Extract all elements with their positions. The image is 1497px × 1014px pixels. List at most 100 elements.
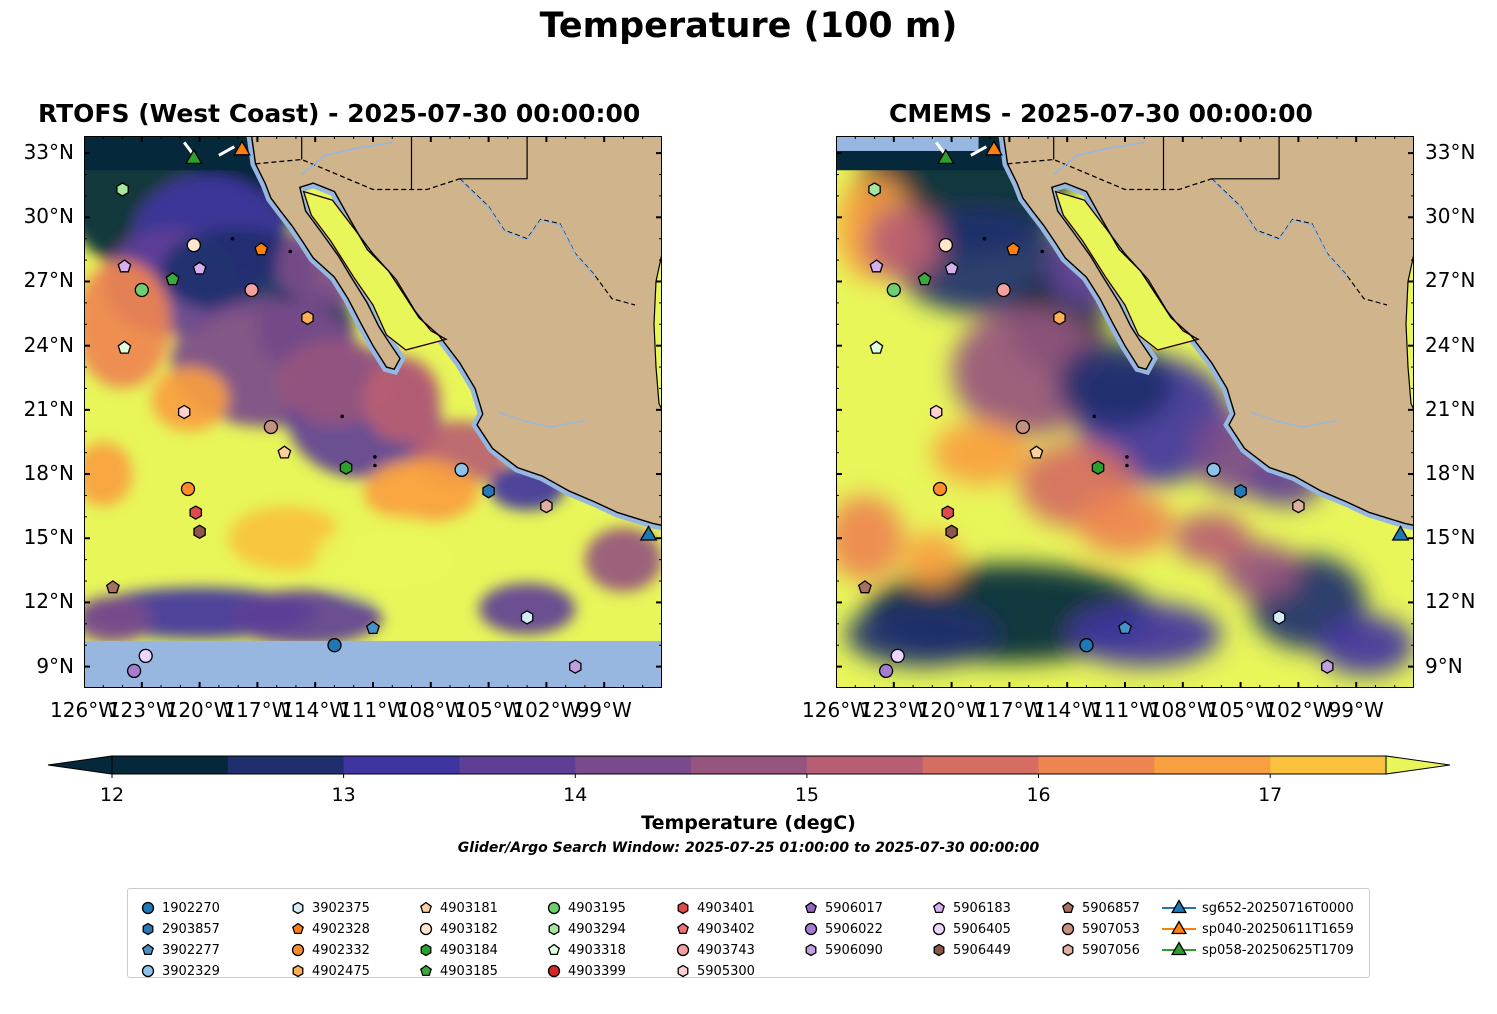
figure-title: Temperature (100 m): [539, 6, 958, 46]
temperature-contour: [845, 602, 1000, 667]
legend-item: 5906449: [931, 941, 1011, 959]
temperature-contour: [84, 260, 171, 389]
float-5906449: [193, 524, 206, 540]
glider-sp058-20250625T1709: [184, 148, 203, 165]
island: [373, 455, 377, 459]
float-4902475: [301, 310, 314, 326]
lat-label-left: 30°N: [23, 204, 74, 229]
map-panel-cmems: [836, 136, 1414, 688]
pentagon-icon: [420, 964, 432, 977]
float-5907053: [263, 419, 279, 435]
lat-label-left: 9°N: [36, 653, 74, 678]
float-marker-icon: [677, 922, 689, 935]
legend-item: 4903182: [418, 920, 498, 938]
colorbar-segment: [112, 756, 229, 774]
legend-label: 4903184: [440, 942, 498, 958]
legend-label: 5906405: [953, 921, 1011, 937]
island: [982, 236, 987, 241]
legend-item: 4903399: [546, 962, 626, 980]
lat-label-left: 21°N: [23, 396, 74, 421]
circle-icon: [141, 901, 155, 915]
legend-item: 5906090: [803, 941, 883, 959]
float-5906405: [890, 648, 905, 664]
colorbar-segment: [575, 756, 692, 774]
float-4903184: [339, 460, 353, 475]
legend-item: sp058-20250625T1709: [1162, 941, 1354, 959]
float-4903294: [116, 182, 129, 197]
gulf-coastline: [1054, 190, 1200, 351]
lat-label-right: 21°N: [1425, 396, 1476, 421]
float-5906857: [105, 580, 120, 594]
island: [1040, 249, 1044, 254]
hexagon-icon: [677, 964, 689, 978]
circle-icon: [141, 964, 155, 978]
legend-label: 1902270: [162, 900, 220, 916]
pentagon-icon: [1062, 901, 1074, 914]
legend-label: sp058-20250625T1709: [1202, 942, 1354, 958]
glider-marker-icon: [1162, 899, 1196, 914]
island: [340, 414, 345, 419]
lat-label-left: 18°N: [23, 461, 74, 486]
temperature-contour: [903, 531, 962, 588]
float-marker-icon: [805, 901, 817, 914]
lon-label-cmems: 108°W: [1148, 698, 1217, 722]
float-5906022: [126, 663, 142, 679]
us-mexico-border: [1007, 158, 1212, 191]
lat-label-left: 33°N: [23, 140, 74, 165]
legend-item: sp040-20250611T1659: [1162, 920, 1354, 938]
lon-label-cmems: 105°W: [1206, 698, 1275, 722]
float-3902329: [1206, 462, 1221, 477]
legend-label: 5906022: [825, 921, 883, 937]
lon-label-cmems: 123°W: [859, 698, 928, 722]
float-4903184: [1091, 460, 1105, 475]
island: [1125, 463, 1129, 468]
float-3902277: [1118, 620, 1132, 635]
glider-sp040-20250611T1659: [233, 140, 251, 156]
colorbar-segment: [691, 756, 808, 774]
float-marker-icon: [1062, 943, 1074, 957]
temperature-contour: [1067, 602, 1222, 667]
float-5906183: [192, 261, 207, 275]
lat-label-right: 30°N: [1425, 204, 1476, 229]
lon-label-rtofs: 123°W: [107, 698, 176, 722]
circle-icon: [547, 964, 561, 978]
hexagon-icon: [933, 943, 945, 957]
lat-label-right: 12°N: [1425, 589, 1476, 614]
colorbar-tick-label: 15: [794, 784, 819, 806]
float-5906857: [857, 580, 872, 594]
float-4902332: [932, 481, 948, 497]
float-marker-icon: [804, 922, 818, 936]
circle-icon: [676, 943, 690, 957]
lat-label-right: 18°N: [1425, 461, 1476, 486]
us-mexico-border: [255, 158, 460, 191]
temperature-contour: [84, 441, 133, 507]
glider-track: [218, 145, 236, 157]
lon-label-rtofs: 120°W: [165, 698, 234, 722]
float-4903182: [938, 237, 953, 253]
rio-grande: [459, 179, 596, 277]
legend-item: 5906022: [803, 920, 883, 938]
colorbar-segment: [1038, 756, 1155, 774]
float-5906183: [117, 259, 132, 273]
float-marker-icon: [420, 943, 432, 957]
lon-label-rtofs: 126°W: [50, 698, 118, 722]
colorbar-segment: [459, 756, 576, 774]
float-5906405: [138, 648, 153, 664]
temperature-contour: [161, 228, 316, 314]
legend-item: 4903402: [675, 920, 755, 938]
temperature-contour: [478, 583, 576, 635]
legend-label: 4903318: [568, 942, 626, 958]
float-marker-icon: [419, 922, 433, 936]
legend-label: 4903181: [440, 900, 498, 916]
colorbar-segment: [1270, 756, 1387, 774]
circle-icon: [932, 922, 946, 936]
lon-label-cmems: 99°W: [1328, 698, 1384, 722]
map-panel-rtofs: [84, 136, 662, 688]
legend-item: 2903857: [140, 920, 220, 938]
float-2903857: [1234, 483, 1247, 499]
hexagon-icon: [292, 964, 304, 978]
pentagon-icon: [548, 943, 560, 956]
glider-marker-icon: [1162, 941, 1196, 956]
land-mexico: [1002, 136, 1414, 527]
float-marker-icon: [420, 964, 432, 977]
